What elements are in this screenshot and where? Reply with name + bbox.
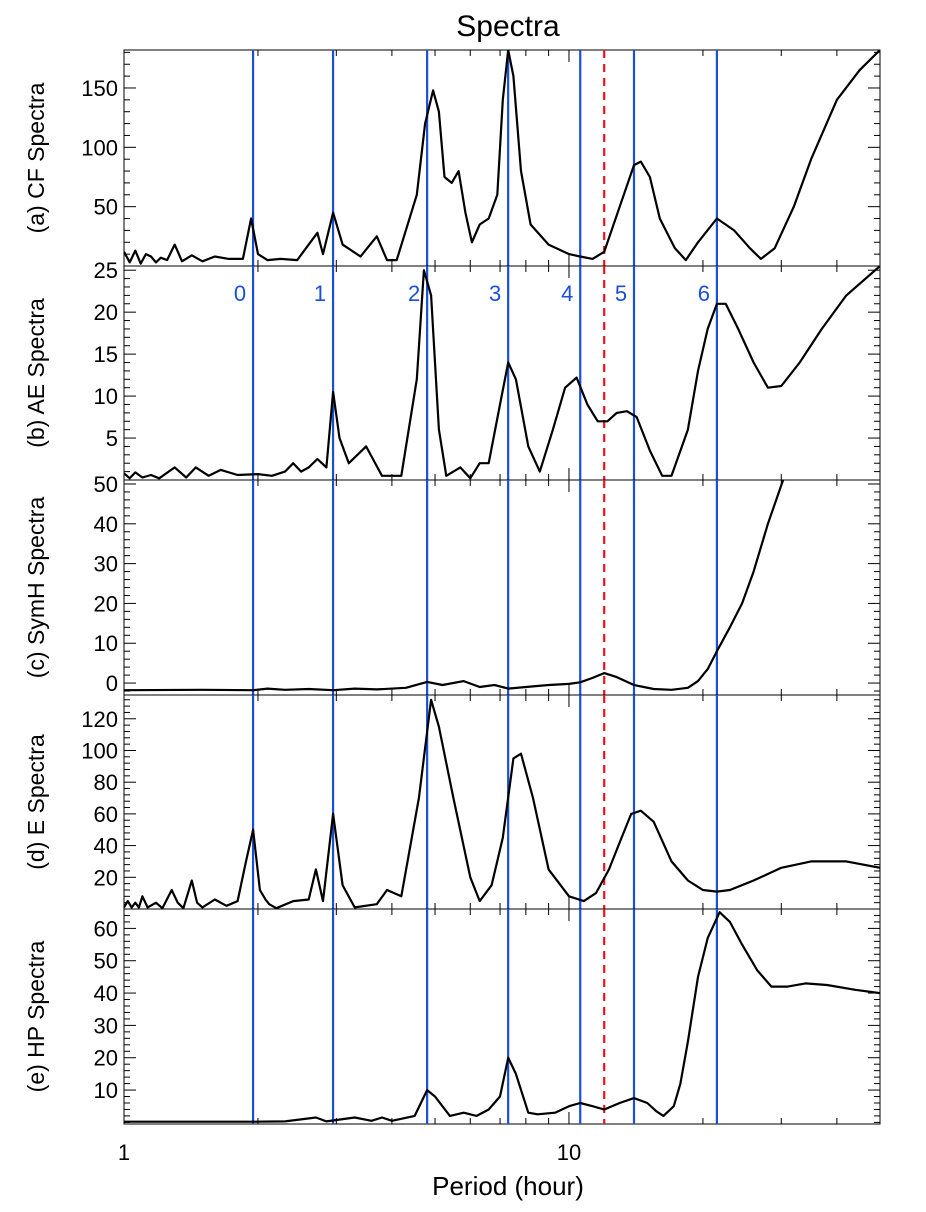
panel-frame (123, 479, 881, 696)
y-tick-label: 20 (94, 865, 118, 890)
y-tick-label: 20 (94, 300, 118, 325)
y-tick-label: 50 (94, 949, 118, 974)
y-tick-label: 30 (94, 1013, 118, 1038)
panel-frame (123, 908, 881, 1125)
y-tick-label: 20 (94, 1046, 118, 1071)
period-label-2: 2 (408, 281, 420, 306)
y-tick-label: 20 (94, 591, 118, 616)
y-tick-label: 40 (94, 512, 118, 537)
y-tick-label: 15 (94, 342, 118, 367)
y-tick-label: 100 (81, 135, 118, 160)
panel-4: 10 20 30 40 50 60 (e) HP Spectra (23, 908, 881, 1125)
period-label-4: 4 (561, 281, 573, 306)
y-axis-label: (a) CF Spectra (23, 82, 49, 233)
y-axis-label: (c) SymH Spectra (23, 497, 49, 679)
chart-title: Spectra (456, 10, 560, 43)
x-tick-label: 10 (557, 1140, 581, 1165)
spectrum-curve (124, 266, 880, 480)
period-label-5: 5 (615, 281, 627, 306)
y-tick-label: 50 (94, 472, 118, 497)
y-axis-label: (d) E Spectra (23, 734, 49, 870)
spectrum-curve (124, 698, 880, 909)
x-tick-label: 1 (118, 1140, 130, 1165)
y-tick-label: 30 (94, 552, 118, 577)
y-tick-label: 10 (94, 631, 118, 656)
y-tick-label: 10 (94, 384, 118, 409)
y-tick-label: 100 (81, 738, 118, 763)
y-tick-label: 80 (94, 770, 118, 795)
y-tick-label: 10 (94, 1078, 118, 1103)
panel-1: 5 10 15 20 25 (b) AE Spectra 0 1 2 3 4 5 6 (23, 258, 881, 481)
y-tick-label: 120 (81, 707, 118, 732)
y-axis-label: (e) HP Spectra (23, 940, 49, 1092)
y-tick-label: 50 (94, 195, 118, 220)
x-axis-label: Period (hour) (432, 1171, 584, 1201)
y-tick-label: 40 (94, 834, 118, 859)
y-axis-label: (b) AE Spectra (23, 298, 49, 448)
spectrum-curve (124, 480, 785, 692)
panel-frame (123, 49, 881, 267)
y-tick-label: 0 (106, 671, 118, 696)
y-tick-label: 40 (94, 981, 118, 1006)
y-tick-label: 25 (94, 258, 118, 283)
panel-3: 20 40 60 80 100 120 (d) E Spectra (23, 694, 881, 910)
y-tick-label: 60 (94, 916, 118, 941)
spectrum-curve (124, 911, 880, 1123)
period-label-1: 1 (314, 281, 326, 306)
period-label-6: 6 (698, 281, 710, 306)
panel-0: 50 100 150 (a) CF Spectra (23, 49, 881, 267)
y-tick-label: 150 (81, 76, 118, 101)
spectrum-curve (124, 50, 880, 265)
panel-frame (123, 694, 881, 910)
y-tick-label: 60 (94, 802, 118, 827)
period-label-0: 0 (234, 281, 246, 306)
x-axis: 1 10 (118, 1140, 581, 1165)
period-label-3: 3 (489, 281, 501, 306)
panel-2: 0 10 20 30 40 50 (c) SymH Spectra (23, 472, 881, 696)
y-tick-label: 5 (106, 426, 118, 451)
